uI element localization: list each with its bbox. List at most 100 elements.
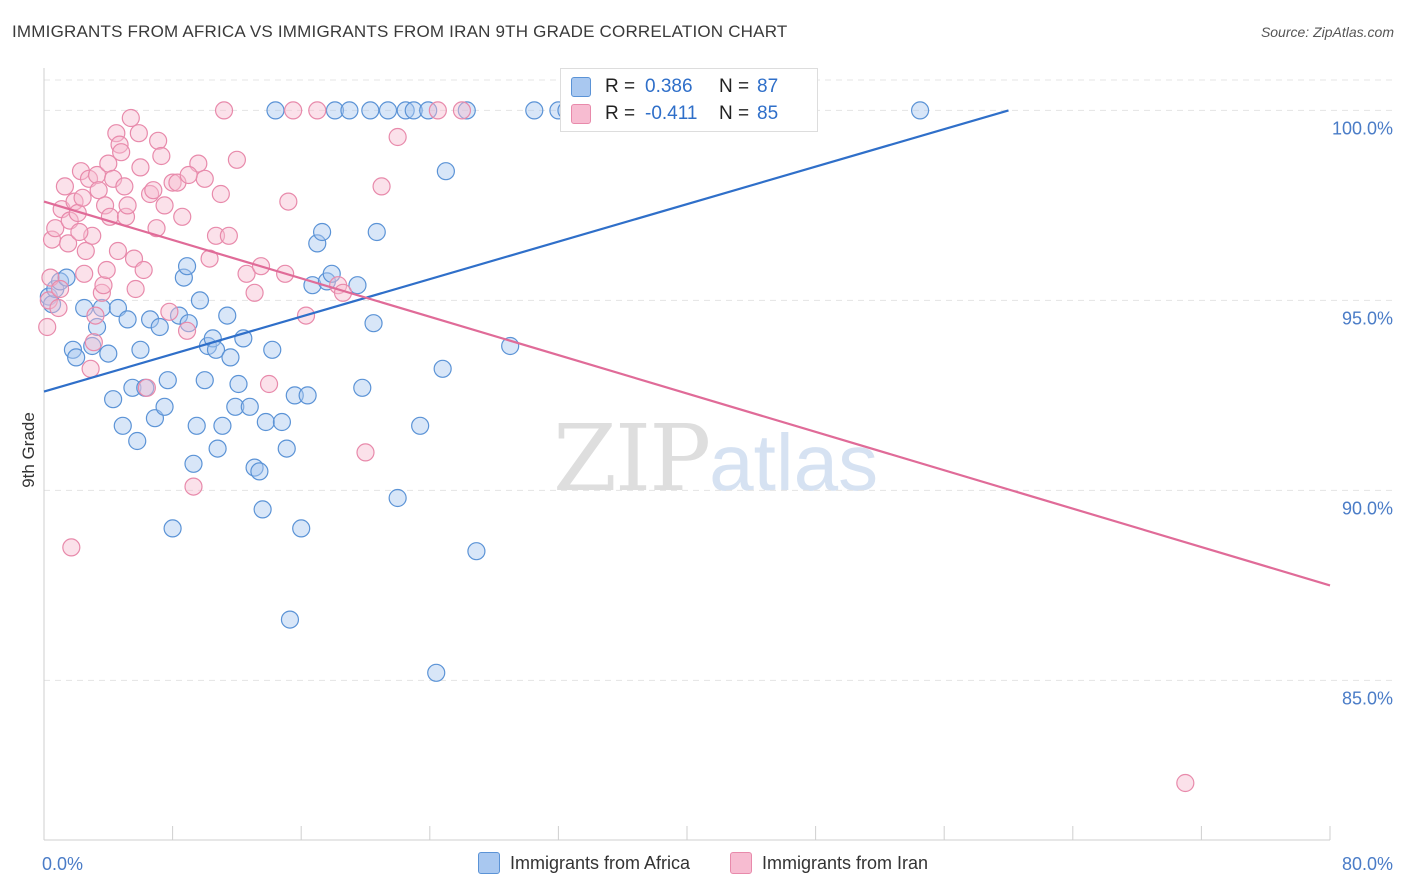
iran-point bbox=[1176, 773, 1195, 793]
africa-r-value: 0.386 bbox=[645, 76, 693, 97]
iran-point bbox=[84, 333, 103, 352]
iran-point bbox=[50, 279, 70, 299]
iran-point bbox=[147, 219, 166, 238]
africa-point bbox=[525, 101, 544, 120]
x-tick-label-min: 0.0% bbox=[42, 854, 83, 874]
iran-point bbox=[428, 101, 447, 120]
africa-point bbox=[195, 371, 214, 390]
africa-point bbox=[229, 374, 248, 394]
iran-r-label: R = bbox=[605, 103, 636, 124]
iran-point bbox=[95, 196, 115, 215]
africa-point bbox=[104, 390, 123, 409]
legend-africa-swatch bbox=[477, 852, 500, 874]
africa-point bbox=[353, 378, 372, 397]
africa-point bbox=[378, 101, 398, 120]
legend-item-africa[interactable]: Immigrants from Africa bbox=[477, 852, 690, 874]
x-tick-label-max: 80.0% bbox=[1342, 854, 1393, 874]
iran-r-value: -0.411 bbox=[645, 103, 698, 124]
iran-point bbox=[97, 260, 116, 280]
watermark-zip: ZIP bbox=[553, 405, 711, 512]
africa-point bbox=[411, 416, 430, 435]
africa-point bbox=[99, 344, 118, 363]
iran-point bbox=[110, 135, 129, 154]
iran-point bbox=[131, 158, 150, 177]
iran-point bbox=[81, 359, 100, 378]
africa-point bbox=[367, 222, 386, 242]
africa-swatch bbox=[571, 77, 591, 97]
iran-point bbox=[372, 177, 391, 196]
africa-point bbox=[226, 397, 245, 416]
iran-n-label: N = bbox=[719, 103, 750, 124]
africa-point bbox=[118, 310, 137, 329]
stats-row-africa: R = 0.386 N = 87 bbox=[571, 73, 778, 101]
africa-point bbox=[187, 416, 206, 435]
iran-point bbox=[107, 124, 126, 143]
chart-title: IMMIGRANTS FROM AFRICA VS IMMIGRANTS FRO… bbox=[12, 22, 788, 41]
africa-point bbox=[67, 348, 86, 367]
africa-point bbox=[221, 348, 240, 367]
legend-iran-swatch bbox=[730, 852, 752, 874]
africa-point bbox=[123, 378, 142, 397]
axes bbox=[43, 68, 1331, 841]
iran-point bbox=[259, 374, 279, 394]
y-axis-label: 9th Grade bbox=[19, 412, 38, 488]
iran-point bbox=[173, 207, 192, 226]
africa-point bbox=[256, 412, 275, 432]
iran-point bbox=[155, 196, 174, 215]
africa-point bbox=[427, 663, 446, 682]
africa-point bbox=[113, 416, 132, 435]
iran-point bbox=[118, 196, 137, 215]
iran-point bbox=[39, 291, 58, 310]
africa-point bbox=[285, 386, 304, 405]
iran-point bbox=[70, 222, 89, 242]
africa-point bbox=[184, 454, 203, 473]
africa-point bbox=[404, 101, 423, 120]
iran-point bbox=[137, 378, 156, 397]
africa-point bbox=[87, 317, 107, 337]
iran-point bbox=[179, 165, 198, 185]
watermark-atlas: atlas bbox=[709, 418, 879, 507]
iran-point bbox=[206, 226, 226, 245]
africa-point bbox=[308, 234, 327, 253]
africa-point bbox=[340, 101, 359, 120]
africa-point bbox=[174, 268, 193, 287]
africa-point bbox=[177, 257, 197, 276]
africa-point bbox=[457, 101, 476, 120]
africa-point bbox=[266, 101, 285, 120]
iran-point bbox=[59, 234, 78, 253]
iran-point bbox=[126, 279, 145, 299]
iran-point bbox=[163, 173, 182, 192]
africa-point bbox=[155, 397, 174, 416]
iran-point bbox=[152, 146, 171, 166]
africa-point bbox=[169, 306, 189, 325]
iran-point bbox=[177, 321, 197, 340]
africa-point bbox=[218, 306, 237, 325]
legend-item-iran[interactable]: Immigrants from Iran bbox=[730, 852, 928, 874]
africa-point bbox=[348, 276, 367, 295]
africa-point bbox=[361, 101, 380, 120]
iran-point bbox=[195, 169, 214, 188]
iran-point bbox=[211, 184, 230, 204]
iran-point bbox=[388, 127, 407, 147]
legend-africa-label: Immigrants from Africa bbox=[509, 852, 690, 873]
legend-iran-label: Immigrants from Iran bbox=[762, 852, 929, 873]
iran-point bbox=[308, 101, 327, 120]
africa-point bbox=[163, 519, 182, 538]
africa-point bbox=[467, 542, 486, 561]
watermark: ZIPatlas bbox=[553, 405, 878, 512]
africa-point bbox=[419, 101, 438, 120]
africa-trend-line bbox=[43, 109, 1009, 393]
africa-point bbox=[433, 359, 452, 378]
iran-point bbox=[76, 241, 95, 261]
africa-point bbox=[280, 610, 300, 629]
iran-point bbox=[219, 226, 238, 245]
iran-point bbox=[38, 317, 57, 337]
africa-point bbox=[140, 310, 160, 329]
africa-point bbox=[364, 314, 383, 333]
africa-point bbox=[250, 462, 269, 481]
iran-point bbox=[245, 283, 264, 302]
africa-point bbox=[910, 101, 930, 120]
stats-legend: R = 0.386 N = 87 R = -0.411 N = 85 bbox=[560, 68, 818, 132]
africa-point bbox=[388, 488, 407, 508]
